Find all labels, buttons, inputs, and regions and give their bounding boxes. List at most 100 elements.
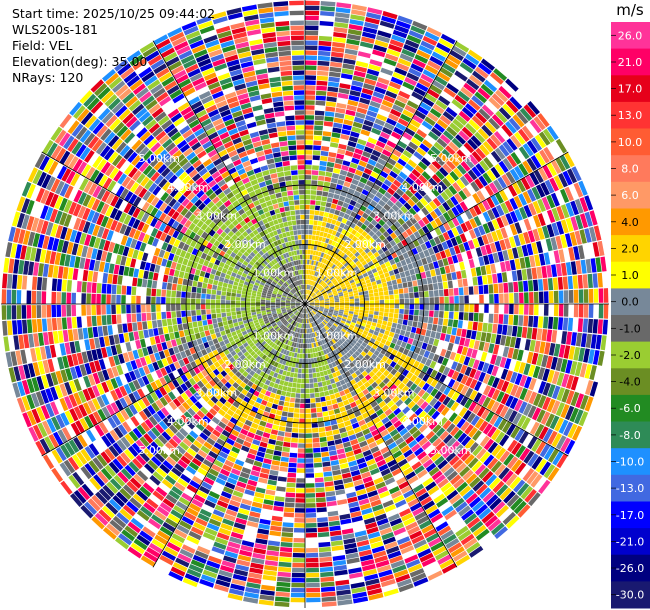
velocity-cell bbox=[332, 314, 337, 318]
velocity-cell bbox=[271, 342, 276, 348]
velocity-cell bbox=[366, 12, 382, 20]
velocity-cell bbox=[294, 518, 305, 523]
velocity-cell bbox=[379, 374, 386, 381]
velocity-cell bbox=[543, 304, 549, 316]
velocity-cell bbox=[434, 390, 443, 400]
velocity-cell bbox=[364, 432, 373, 440]
velocity-cell bbox=[164, 404, 174, 414]
velocity-cell bbox=[310, 323, 313, 328]
velocity-cell bbox=[351, 9, 366, 17]
velocity-cell bbox=[226, 455, 237, 463]
velocity-cell bbox=[476, 432, 486, 445]
velocity-cell bbox=[319, 298, 324, 301]
velocity-cell bbox=[433, 517, 446, 528]
velocity-cell bbox=[344, 197, 351, 204]
velocity-cell bbox=[560, 204, 570, 219]
velocity-cell bbox=[155, 369, 163, 379]
velocity-cell bbox=[518, 146, 530, 160]
velocity-cell bbox=[214, 504, 227, 513]
velocity-cell bbox=[427, 112, 439, 122]
velocity-cell bbox=[424, 240, 432, 249]
velocity-cell bbox=[220, 417, 229, 425]
velocity-cell bbox=[337, 289, 343, 294]
velocity-cell bbox=[97, 471, 109, 484]
velocity-cell bbox=[336, 2, 352, 9]
velocity-cell bbox=[348, 293, 354, 297]
velocity-cell bbox=[361, 172, 370, 180]
velocity-cell bbox=[397, 158, 407, 167]
velocity-cell bbox=[363, 381, 371, 388]
velocity-cell bbox=[180, 392, 189, 401]
velocity-cell bbox=[516, 246, 524, 258]
velocity-cell bbox=[367, 192, 375, 200]
velocity-cell bbox=[531, 407, 542, 421]
velocity-cell bbox=[317, 261, 321, 267]
velocity-cell bbox=[392, 564, 407, 574]
velocity-cell bbox=[384, 504, 396, 513]
velocity-cell bbox=[305, 10, 320, 16]
velocity-cell bbox=[345, 256, 351, 262]
velocity-cell bbox=[519, 447, 531, 461]
velocity-cell bbox=[402, 81, 415, 91]
velocity-cell bbox=[527, 101, 540, 115]
velocity-cell bbox=[142, 526, 156, 538]
velocity-cell bbox=[346, 286, 352, 290]
velocity-cell bbox=[326, 496, 337, 502]
velocity-cell bbox=[237, 351, 243, 357]
velocity-cell bbox=[345, 109, 356, 117]
velocity-cell bbox=[313, 288, 318, 293]
velocity-cell bbox=[337, 422, 345, 429]
velocity-cell bbox=[285, 427, 292, 433]
velocity-cell bbox=[405, 39, 420, 49]
velocity-cell bbox=[430, 369, 438, 378]
velocity-cell bbox=[488, 182, 499, 194]
velocity-cell bbox=[166, 541, 181, 553]
velocity-cell bbox=[316, 284, 321, 289]
velocity-cell bbox=[439, 430, 449, 441]
velocity-cell bbox=[365, 73, 378, 81]
velocity-cell bbox=[381, 15, 397, 24]
velocity-cell bbox=[221, 429, 231, 438]
velocity-cell bbox=[98, 509, 112, 523]
velocity-cell bbox=[184, 380, 193, 389]
velocity-cell bbox=[337, 346, 343, 352]
velocity-cell bbox=[319, 246, 324, 252]
velocity-cell bbox=[363, 83, 375, 91]
velocity-cell bbox=[502, 421, 512, 434]
velocity-cell bbox=[335, 335, 340, 341]
velocity-cell bbox=[392, 29, 408, 39]
velocity-cell bbox=[538, 131, 551, 146]
velocity-cell bbox=[404, 76, 417, 86]
velocity-cell bbox=[428, 177, 438, 187]
velocity-cell bbox=[507, 184, 518, 197]
velocity-cell bbox=[459, 337, 466, 346]
velocity-cell bbox=[351, 80, 364, 88]
velocity-cell bbox=[176, 376, 184, 386]
velocity-cell bbox=[414, 465, 425, 475]
velocity-cell bbox=[356, 282, 362, 287]
velocity-cell bbox=[212, 376, 220, 384]
velocity-cell bbox=[354, 65, 368, 73]
velocity-cell bbox=[297, 323, 300, 328]
velocity-cell bbox=[532, 200, 542, 214]
velocity-cell bbox=[223, 513, 236, 522]
velocity-cell bbox=[82, 402, 92, 415]
velocity-cell bbox=[81, 483, 94, 497]
velocity-cell bbox=[134, 413, 144, 424]
velocity-cell bbox=[422, 278, 428, 285]
velocity-cell bbox=[394, 67, 408, 76]
velocity-cell bbox=[305, 318, 307, 324]
velocity-cell bbox=[401, 167, 411, 176]
velocity-cell bbox=[386, 140, 397, 149]
velocity-cell bbox=[491, 219, 500, 230]
velocity-cell bbox=[144, 463, 155, 474]
velocity-cell bbox=[51, 449, 63, 464]
velocity-cell bbox=[244, 530, 257, 538]
velocity-cell bbox=[135, 454, 147, 466]
velocity-cell bbox=[326, 336, 331, 341]
velocity-cell bbox=[331, 424, 339, 431]
velocity-cell bbox=[264, 356, 270, 362]
velocity-cell bbox=[313, 281, 316, 287]
velocity-cell bbox=[482, 362, 490, 373]
velocity-cell bbox=[367, 332, 373, 338]
